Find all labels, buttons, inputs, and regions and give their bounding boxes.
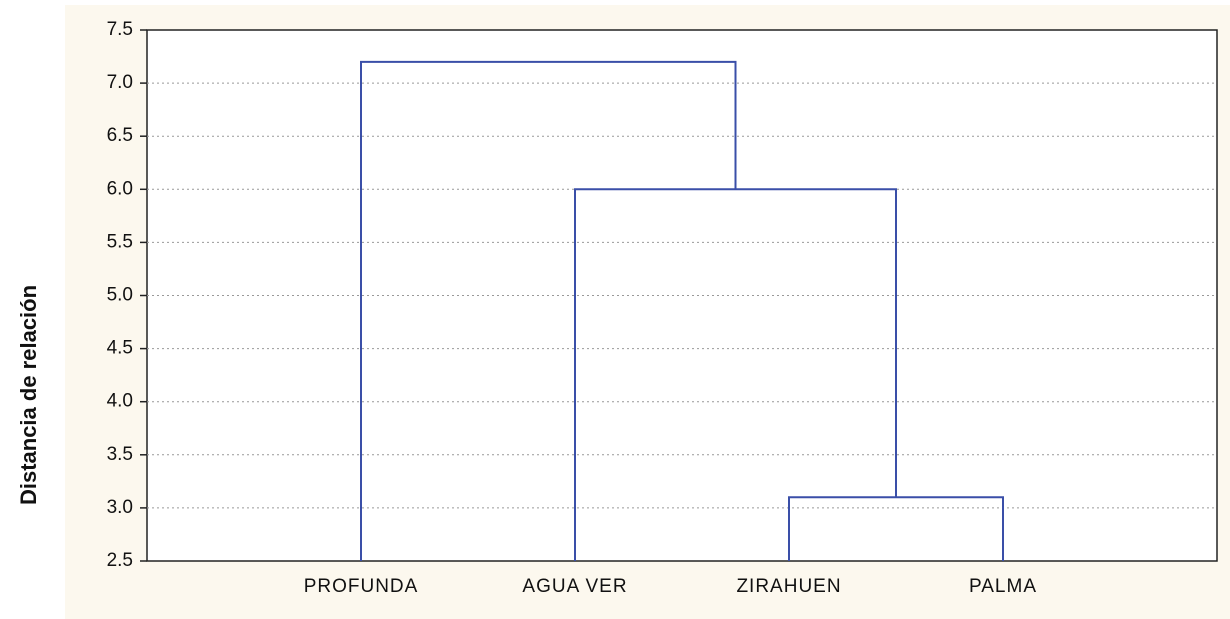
x-tick-label: ZIRAHUEN — [736, 576, 841, 597]
y-tick-label: 4.5 — [107, 338, 133, 359]
y-tick-label: 7.0 — [107, 72, 133, 93]
y-tick-label: 5.0 — [107, 285, 133, 306]
y-tick-label: 3.0 — [107, 497, 133, 518]
dendrogram-link — [360, 60, 737, 561]
y-tick-label: 3.5 — [107, 444, 133, 465]
y-tick-label: 5.5 — [107, 231, 133, 252]
y-tick-label: 7.5 — [107, 19, 133, 40]
x-tick-label: PALMA — [969, 576, 1037, 597]
y-tick-label: 6.5 — [107, 125, 133, 146]
y-axis-label: Distancia de relación — [16, 285, 41, 505]
y-tick-label: 4.0 — [107, 391, 133, 412]
y-tick-label: 6.0 — [107, 178, 133, 199]
x-tick-label: AGUA VER — [522, 576, 627, 597]
x-tick-label: PROFUNDA — [304, 576, 419, 597]
y-tick-label: 2.5 — [107, 550, 133, 571]
